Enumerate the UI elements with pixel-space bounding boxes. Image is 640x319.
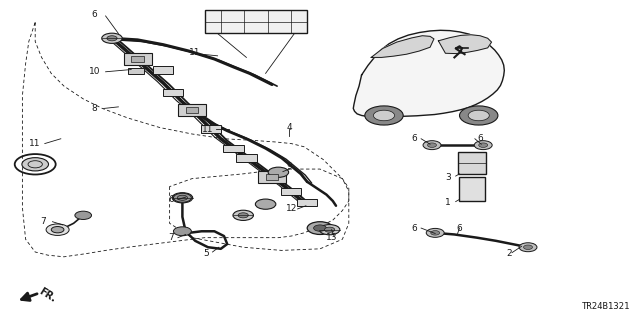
Text: 11: 11 <box>189 48 201 57</box>
Circle shape <box>75 211 92 219</box>
Bar <box>297 199 317 206</box>
Circle shape <box>307 222 333 234</box>
Text: 11: 11 <box>29 139 41 148</box>
Text: 3: 3 <box>445 173 451 182</box>
Circle shape <box>426 228 444 237</box>
Text: 8: 8 <box>92 104 97 113</box>
Circle shape <box>428 143 436 147</box>
Circle shape <box>374 110 394 121</box>
Circle shape <box>365 106 403 125</box>
Circle shape <box>524 245 532 249</box>
Bar <box>266 174 278 180</box>
Bar <box>178 104 206 116</box>
Text: 6: 6 <box>477 134 483 143</box>
Bar <box>201 125 221 133</box>
Circle shape <box>319 225 340 235</box>
Bar <box>236 154 257 162</box>
Text: 7: 7 <box>41 217 46 226</box>
Text: 6: 6 <box>412 134 417 143</box>
Circle shape <box>46 224 69 235</box>
Polygon shape <box>438 35 492 54</box>
Circle shape <box>479 143 488 147</box>
Text: 13: 13 <box>326 233 337 242</box>
Circle shape <box>22 158 49 171</box>
Text: FR.: FR. <box>37 287 58 305</box>
Bar <box>459 177 485 201</box>
Circle shape <box>51 226 64 233</box>
Text: 1: 1 <box>445 198 451 207</box>
Bar <box>223 145 244 152</box>
Polygon shape <box>371 36 434 57</box>
Text: 9: 9 <box>287 162 292 171</box>
Circle shape <box>107 36 117 41</box>
Circle shape <box>431 231 440 235</box>
Text: 5: 5 <box>204 249 209 258</box>
Circle shape <box>519 243 537 252</box>
Bar <box>258 171 286 183</box>
Polygon shape <box>353 30 504 117</box>
Bar <box>205 10 307 33</box>
Bar <box>163 89 183 96</box>
Circle shape <box>177 195 188 200</box>
Text: 6: 6 <box>169 195 174 204</box>
Circle shape <box>268 167 289 177</box>
Bar <box>281 188 301 195</box>
Text: 6: 6 <box>412 224 417 233</box>
Circle shape <box>238 213 248 218</box>
Text: 6: 6 <box>457 224 462 233</box>
Circle shape <box>102 33 122 43</box>
Bar <box>186 107 198 113</box>
Circle shape <box>173 193 191 202</box>
Bar <box>458 152 486 174</box>
Circle shape <box>233 210 253 220</box>
Circle shape <box>173 227 191 236</box>
Circle shape <box>423 141 441 150</box>
Text: 4: 4 <box>287 123 292 132</box>
Text: 11: 11 <box>202 125 214 134</box>
Circle shape <box>255 199 276 209</box>
Text: TR24B1321: TR24B1321 <box>582 302 630 311</box>
Circle shape <box>468 110 490 121</box>
Text: 6: 6 <box>92 10 97 19</box>
Text: 2: 2 <box>506 249 511 258</box>
Bar <box>153 66 173 74</box>
Circle shape <box>474 141 492 150</box>
Circle shape <box>324 227 335 232</box>
Text: 10: 10 <box>89 67 100 76</box>
Circle shape <box>314 225 326 231</box>
Circle shape <box>172 193 193 203</box>
Bar <box>128 68 144 74</box>
Text: 12: 12 <box>285 204 297 213</box>
Bar <box>131 56 144 62</box>
Text: 7: 7 <box>169 233 174 242</box>
Circle shape <box>460 106 498 125</box>
Bar <box>124 53 152 65</box>
